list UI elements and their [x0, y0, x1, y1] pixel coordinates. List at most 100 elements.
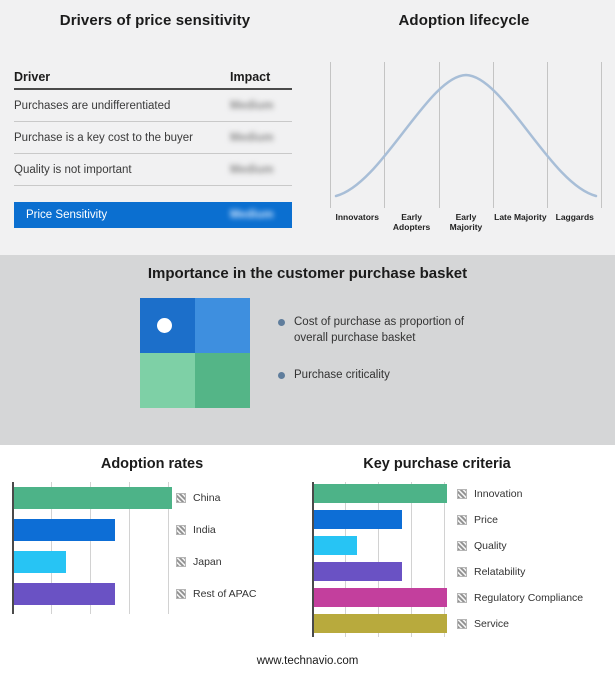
- legend-swatch: [176, 493, 186, 503]
- legend-swatch: [457, 489, 467, 499]
- drivers-table-header: Driver Impact: [14, 66, 292, 90]
- legend-swatch: [457, 567, 467, 577]
- gridline: [444, 482, 445, 637]
- driver-cell: Purchases are undifferentiated: [14, 99, 171, 112]
- legend-swatch: [457, 541, 467, 551]
- legend-item-service: Service: [457, 618, 509, 630]
- gridline: [493, 62, 494, 208]
- bar-row-china: [14, 487, 172, 509]
- driver-cell: Purchase is a key cost to the buyer: [14, 131, 193, 144]
- basket-title: Importance in the customer purchase bask…: [147, 265, 468, 282]
- bar-row-price: [314, 510, 447, 529]
- quadrant-top-right: [195, 298, 250, 353]
- legend-item-relatability: Relatability: [457, 566, 525, 578]
- gridline: [345, 482, 346, 637]
- purchase-basket-section: Importance in the customer purchase bask…: [0, 255, 615, 445]
- legend-item-india: India: [176, 524, 216, 536]
- column-header-driver: Driver: [14, 70, 51, 84]
- summary-label: Price Sensitivity: [26, 209, 108, 221]
- bar-india: [14, 519, 116, 541]
- legend-swatch: [457, 593, 467, 603]
- quadrant-bottom-right: [195, 353, 250, 408]
- driver-cell: Quality is not important: [14, 163, 132, 176]
- legend-swatch: [176, 525, 186, 535]
- bullet-item: Purchase criticality: [278, 368, 493, 384]
- impact-cell-blurred: Medium: [230, 131, 274, 144]
- gridline: [330, 62, 331, 208]
- quadrant-bottom-left: [140, 353, 195, 408]
- legend-label: China: [193, 492, 221, 504]
- gridline: [384, 62, 385, 208]
- lifecycle-panel-title: Adoption lifecycle: [398, 12, 530, 29]
- bar-japan: [14, 551, 67, 573]
- bar-quality: [314, 536, 357, 555]
- legend-label: Rest of APAC: [193, 588, 257, 600]
- gridline: [51, 482, 52, 614]
- adoption-curve: [334, 73, 598, 198]
- adoption-lifecycle-chart: [330, 62, 602, 208]
- adoption-rates-y-axis: [12, 482, 14, 614]
- column-header-impact: Impact: [230, 70, 271, 84]
- top-section: Drivers of price sensitivity Driver Impa…: [0, 0, 615, 255]
- gridline: [168, 482, 169, 614]
- summary-impact-blurred: Medium: [230, 209, 274, 221]
- basket-bullet-list: Cost of purchase as proportion of overal…: [278, 315, 493, 384]
- bar-row-japan: [14, 551, 172, 573]
- quadrant-top-left: [140, 298, 195, 353]
- bar-row-quality: [314, 536, 447, 555]
- legend-label: India: [193, 524, 216, 536]
- purchase-basket-quadrant: [140, 298, 250, 408]
- legend-label: Service: [474, 618, 510, 630]
- impact-cell-blurred: Medium: [230, 99, 274, 112]
- bar-price: [314, 510, 402, 529]
- drivers-table: Driver Impact Purchases are undifferenti…: [14, 66, 292, 228]
- gridline: [439, 62, 440, 208]
- bullet-dot-icon: [278, 319, 285, 326]
- drivers-panel-title: Drivers of price sensitivity: [59, 12, 251, 29]
- lifecycle-stage-labels: Innovators Early Adopters Early Majority…: [330, 212, 602, 232]
- bar-row-regulatory-compliance: [314, 588, 447, 607]
- footer-url: www.technavio.com: [256, 655, 359, 667]
- bar-row-innovation: [314, 484, 447, 503]
- stage-label-early-majority: Early Majority: [449, 212, 483, 233]
- price-sensitivity-summary-row: Price Sensitivity Medium: [14, 202, 292, 228]
- legend-item-innovation: Innovation: [457, 488, 522, 500]
- bar-rest-of-apac: [14, 583, 116, 605]
- bottom-charts-section: Adoption rates Key purchase criteria Chi…: [0, 445, 615, 680]
- bar-relatability: [314, 562, 402, 581]
- legend-swatch: [457, 619, 467, 629]
- bar-row-india: [14, 519, 172, 541]
- legend-label: Regulatory Compliance: [474, 592, 584, 604]
- legend-swatch: [176, 557, 186, 567]
- impact-cell-blurred: Medium: [230, 163, 274, 176]
- stage-label-innovators: Innovators: [335, 212, 379, 222]
- gridline: [378, 482, 379, 637]
- bar-innovation: [314, 484, 447, 503]
- legend-label: Price: [474, 514, 498, 526]
- legend-item-regulatory-compliance: Regulatory Compliance: [457, 592, 583, 604]
- table-row: Purchases are undifferentiated Medium: [14, 90, 292, 122]
- bullet-text: Cost of purchase as proportion of overal…: [294, 316, 465, 344]
- gridline: [411, 482, 412, 637]
- key-criteria-y-axis: [312, 482, 314, 637]
- marker-dot: [157, 318, 172, 333]
- legend-swatch: [176, 589, 186, 599]
- legend-item-quality: Quality: [457, 540, 507, 552]
- stage-label-early-adopters: Early Adopters: [392, 212, 431, 233]
- legend-item-china: China: [176, 492, 220, 504]
- bullet-dot-icon: [278, 372, 285, 380]
- bullet-item: Cost of purchase as proportion of overal…: [278, 315, 493, 346]
- legend-label: Innovation: [474, 488, 523, 500]
- table-row: Quality is not important Medium: [14, 154, 292, 186]
- gridline: [90, 482, 91, 614]
- bell-curve-path: [334, 73, 598, 198]
- legend-swatch: [457, 515, 467, 525]
- bar-china: [14, 487, 172, 509]
- bar-row-service: [314, 614, 447, 633]
- gridline: [601, 62, 602, 208]
- gridline: [129, 482, 130, 614]
- adoption-rates-title: Adoption rates: [100, 456, 204, 472]
- legend-label: Japan: [193, 556, 222, 568]
- stage-label-laggards: Laggards: [555, 212, 594, 222]
